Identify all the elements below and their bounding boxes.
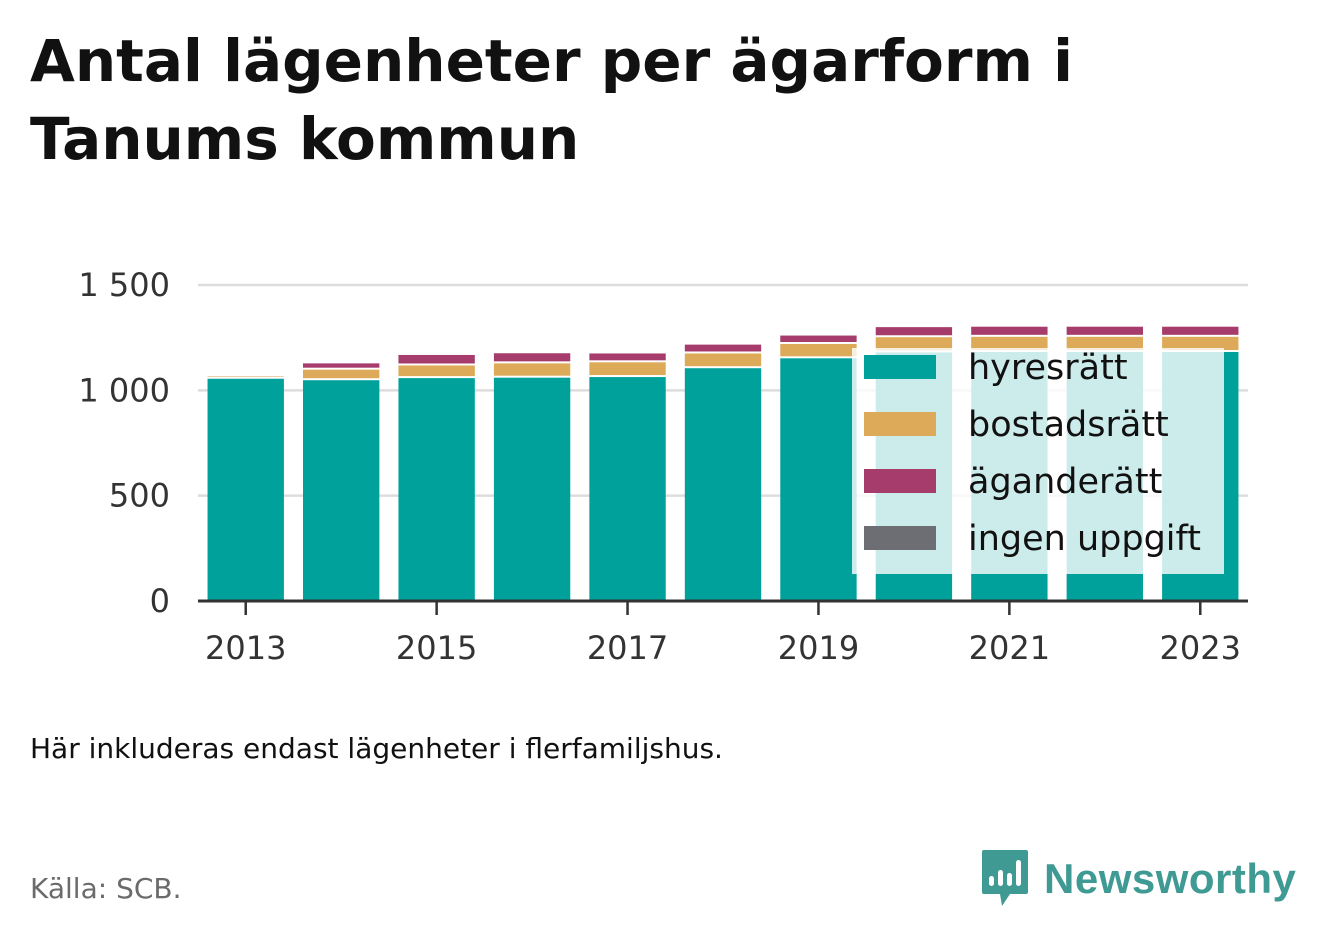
y-tick-label: 0 <box>150 582 170 620</box>
bar-segment <box>684 344 762 352</box>
bar-segment <box>398 354 475 364</box>
x-tick-label: 2021 <box>969 629 1050 667</box>
brand-logo: Newsworthy <box>980 848 1296 910</box>
bar-segment <box>589 353 666 361</box>
bar-segment <box>971 336 1048 350</box>
legend: hyresrätt bostadsrätt äganderätt ingen uppg… <box>852 348 1224 574</box>
legend-swatch <box>864 469 936 493</box>
bar-segment <box>780 343 857 357</box>
x-axis-ticks: 2013 2015 2017 2019 2021 2023 <box>205 601 1241 667</box>
bar-segment <box>684 368 762 601</box>
chart-title: Antal lägenheter per ägarform i Tanums k… <box>30 27 1074 173</box>
bar-segment <box>1066 336 1143 350</box>
y-tick-label: 500 <box>109 477 170 515</box>
legend-label: ingen uppgift <box>968 519 1201 559</box>
bar-segment <box>589 377 666 601</box>
bar-segment <box>207 378 284 601</box>
bar-segment <box>780 358 857 601</box>
bar-segment <box>875 337 953 351</box>
chart-note: Här inkluderas endast lägenheter i flerf… <box>30 732 723 765</box>
x-tick-label: 2019 <box>778 629 859 667</box>
bar-segment <box>398 365 475 377</box>
legend-swatch <box>864 526 936 550</box>
bar-segment <box>493 377 571 601</box>
newsworthy-logo-icon <box>982 850 1028 906</box>
source-text: Källa: SCB. <box>30 872 182 905</box>
y-axis-ticks: 0 500 1 000 1 500 <box>78 266 170 620</box>
legend-label: hyresrätt <box>968 348 1128 388</box>
bar-segment <box>1162 326 1239 335</box>
bar-segment <box>971 326 1048 335</box>
x-tick-label: 2023 <box>1160 629 1241 667</box>
bar-segment <box>1066 326 1143 335</box>
bar-segment <box>207 376 284 377</box>
legend-label: äganderätt <box>968 462 1162 502</box>
bar-segment <box>493 363 571 376</box>
bar-segment <box>684 353 762 367</box>
bar-segment <box>303 380 380 601</box>
legend-label: bostadsrätt <box>968 405 1169 445</box>
bar-segment <box>875 327 953 336</box>
bar-segment <box>780 335 857 342</box>
legend-swatch <box>864 412 936 436</box>
y-tick-label: 1 500 <box>78 266 170 304</box>
bar-segment <box>493 353 571 362</box>
legend-swatch <box>864 355 936 379</box>
bar-segment <box>303 369 380 379</box>
y-tick-label: 1 000 <box>78 371 170 409</box>
bar-segment <box>589 362 666 376</box>
brand-name: Newsworthy <box>1044 855 1297 902</box>
bar-segment <box>303 363 380 368</box>
x-tick-label: 2017 <box>587 629 668 667</box>
x-tick-label: 2013 <box>205 629 286 667</box>
bar-segment <box>398 378 475 601</box>
x-tick-label: 2015 <box>396 629 477 667</box>
bar-segment <box>1162 336 1239 350</box>
